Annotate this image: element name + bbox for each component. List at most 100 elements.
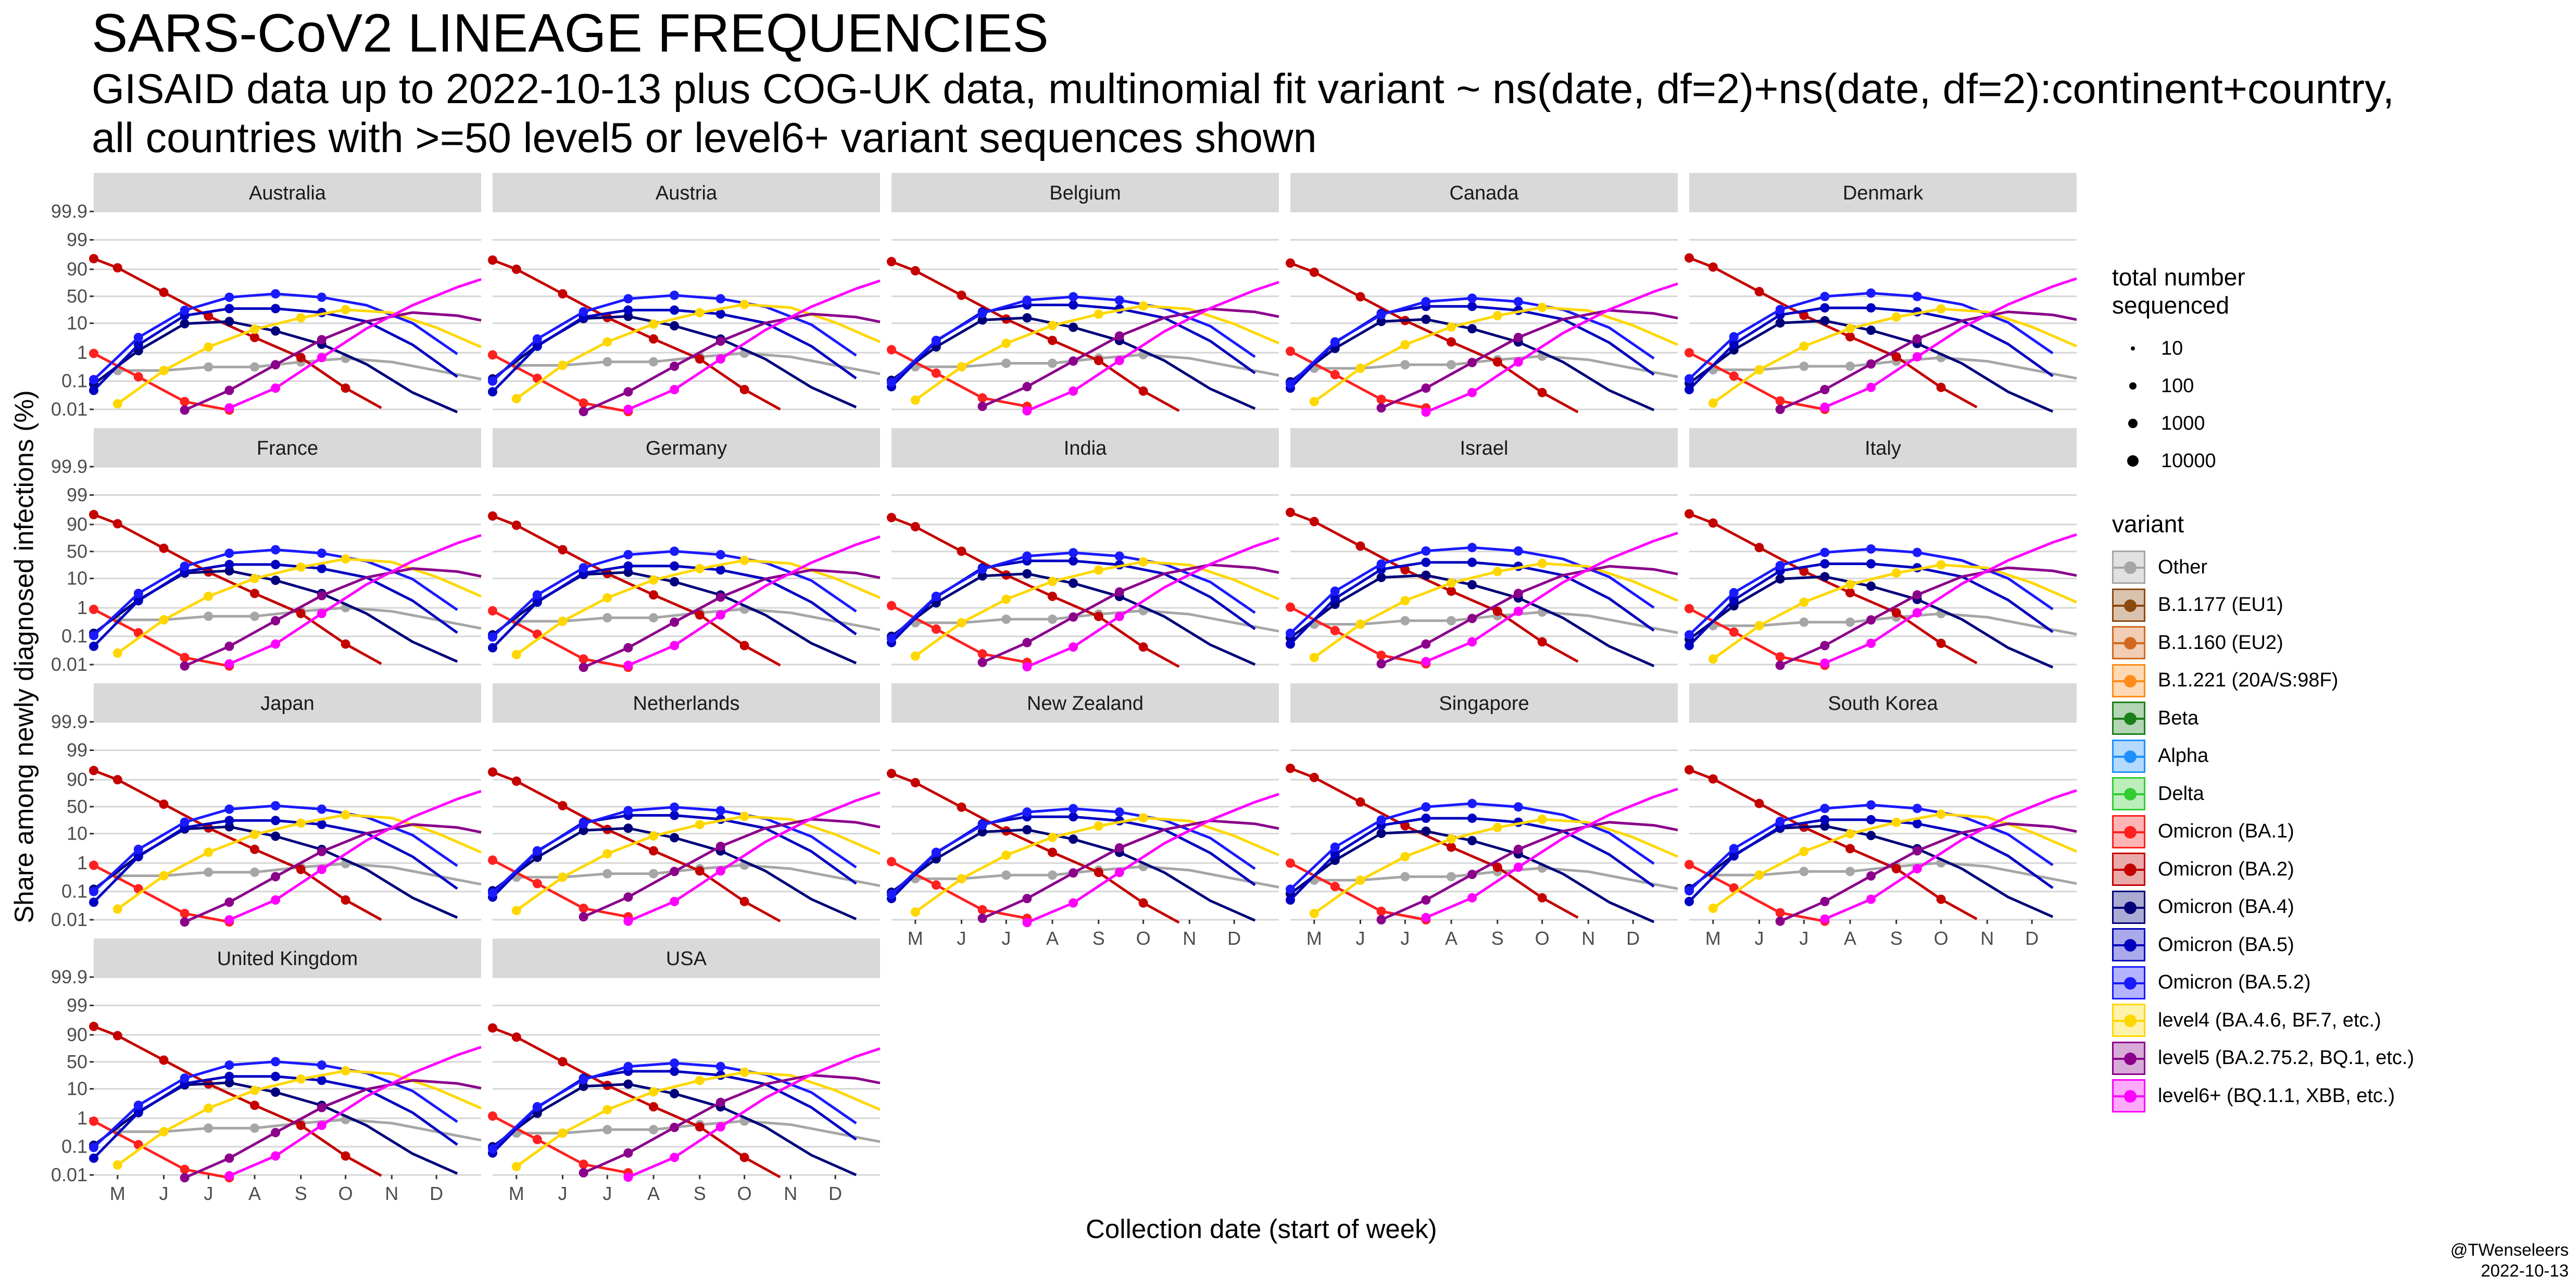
data-point (488, 376, 497, 386)
chart-subtitle: GISAID data up to 2022-10-13 plus COG-UK… (92, 66, 2395, 161)
data-point (271, 1057, 281, 1067)
data-point (695, 866, 705, 876)
y-tick-label: 0.1 (61, 881, 87, 902)
data-point (89, 641, 98, 651)
series-line (1689, 768, 1978, 920)
facet-strip-label: Singapore (1439, 693, 1529, 715)
facet-strip (1290, 428, 1678, 467)
data-point (1537, 387, 1547, 397)
data-point (1094, 821, 1103, 831)
data-point (159, 287, 169, 297)
series-line (93, 1025, 382, 1177)
y-tick-label: 50 (67, 1051, 87, 1072)
data-point (931, 335, 941, 345)
variant-legend-key (2112, 664, 2145, 697)
data-point (1912, 846, 1922, 856)
data-point (1513, 844, 1523, 854)
data-point (89, 766, 98, 776)
y-tick-label: 1 (77, 342, 87, 363)
data-point (1866, 359, 1876, 369)
size-legend-item: 10 (2112, 330, 2414, 367)
data-point (670, 1058, 680, 1068)
data-point (1069, 356, 1078, 366)
data-point (1069, 812, 1078, 822)
y-tick-label: 90 (67, 258, 87, 280)
data-point (511, 649, 521, 659)
data-point (1866, 639, 1876, 648)
data-point (1094, 356, 1103, 366)
data-point (715, 866, 725, 876)
data-point (1355, 364, 1365, 373)
data-point (488, 606, 497, 616)
data-point (1138, 813, 1148, 823)
data-point (1729, 844, 1739, 854)
data-point (715, 354, 725, 364)
data-point (317, 1076, 326, 1085)
credit-date: 2022-10-13 (2481, 1261, 2569, 1280)
data-point (910, 651, 920, 661)
data-point (159, 1127, 169, 1136)
data-point (649, 613, 658, 623)
data-point (1891, 352, 1901, 362)
data-point (1754, 543, 1764, 553)
data-point (1467, 557, 1477, 567)
variant-legend-item: B.1.221 (20A/S:98F) (2112, 662, 2414, 700)
data-point (1376, 403, 1386, 413)
data-point (1022, 637, 1032, 647)
data-point (133, 596, 143, 606)
variant-legend-key (2112, 739, 2145, 773)
data-point (623, 916, 633, 926)
data-point (1421, 557, 1431, 567)
data-point (1708, 398, 1718, 408)
data-point (1330, 842, 1340, 852)
variant-legend-label: Omicron (BA.2) (2158, 858, 2294, 880)
data-point (224, 915, 234, 924)
data-point (180, 917, 190, 927)
data-point (977, 820, 987, 830)
x-tick-label: N (385, 1183, 398, 1204)
data-point (296, 1120, 306, 1130)
x-tick-label: O (1535, 928, 1550, 949)
data-point (957, 802, 966, 812)
data-point (579, 826, 588, 835)
x-tick-label: S (1491, 928, 1504, 949)
data-point (1754, 798, 1764, 808)
x-tick-label: J (1754, 928, 1764, 949)
data-point (1799, 867, 1809, 877)
data-point (602, 593, 612, 603)
size-legend-item: 10000 (2112, 442, 2414, 480)
data-point (224, 385, 234, 395)
data-point (1775, 396, 1785, 406)
data-point (1309, 267, 1319, 277)
data-point (1400, 360, 1410, 370)
data-point (296, 818, 306, 828)
panel-background (1290, 722, 1678, 920)
data-point (1492, 357, 1502, 367)
data-point (887, 345, 896, 355)
data-point (180, 661, 190, 671)
size-legend-dot (2128, 419, 2138, 428)
facet-panel: Denmark (1685, 173, 2077, 414)
data-point (1421, 570, 1431, 580)
data-point (558, 1057, 568, 1067)
data-point (1820, 572, 1830, 582)
data-point (1912, 819, 1922, 829)
variant-legend-key (2112, 1041, 2145, 1075)
data-point (296, 353, 306, 362)
data-point (623, 550, 633, 559)
y-tick-label: 0.01 (51, 398, 87, 420)
data-point (1708, 262, 1718, 272)
data-point (649, 334, 658, 344)
facet-strip (1689, 173, 2077, 211)
data-point (1513, 589, 1523, 598)
data-point (558, 360, 568, 370)
data-point (670, 577, 680, 586)
variant-legend-key (2112, 890, 2145, 924)
y-tick-label: 0.01 (51, 909, 87, 930)
data-point (271, 816, 281, 826)
data-point (1775, 660, 1785, 670)
data-point (1866, 326, 1876, 335)
data-point (180, 319, 190, 329)
data-point (341, 383, 350, 393)
x-tick-label: A (248, 1183, 261, 1204)
